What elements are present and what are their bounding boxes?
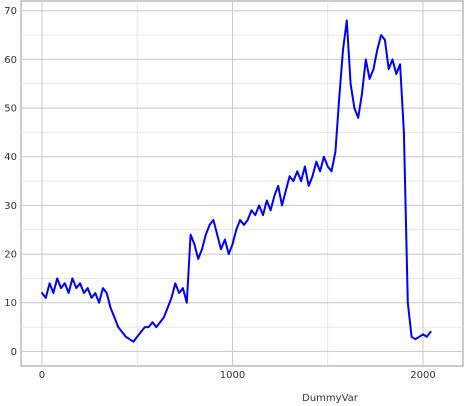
x-tick-label: 1000 bbox=[220, 370, 245, 381]
y-tick-label: 40 bbox=[4, 152, 17, 163]
y-tick-label: 10 bbox=[4, 298, 17, 309]
y-tick-label: 30 bbox=[4, 201, 17, 212]
y-tick-label: 0 bbox=[11, 347, 17, 358]
tick-labels: 0 1000 2000 0 10 20 30 40 50 60 70 bbox=[4, 6, 435, 381]
x-tick-label: 0 bbox=[39, 370, 45, 381]
y-tick-label: 50 bbox=[4, 104, 17, 115]
x-axis-title: DummyVar bbox=[302, 393, 359, 404]
y-tick-label: 60 bbox=[4, 55, 17, 66]
y-tick-label: 20 bbox=[4, 250, 17, 261]
series-line bbox=[41, 19, 432, 343]
gridlines bbox=[21, 1, 463, 366]
y-tick-label: 70 bbox=[4, 6, 17, 17]
plot-frame bbox=[20, 0, 464, 367]
series-layer bbox=[41, 19, 432, 343]
x-tick-label: 2000 bbox=[410, 370, 435, 381]
